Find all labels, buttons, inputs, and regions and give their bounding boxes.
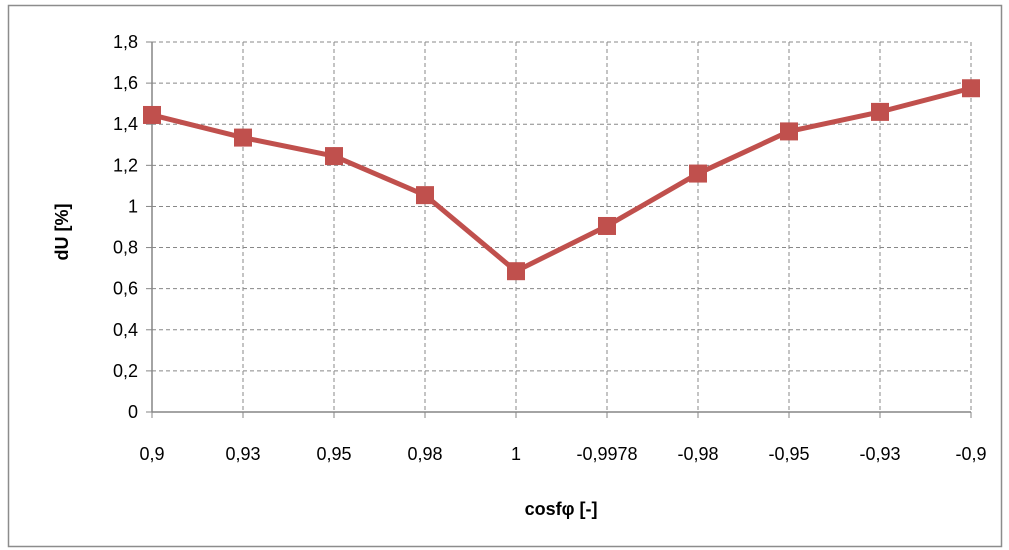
x-tick-label: 0,93 [225, 444, 260, 464]
x-tick-label: 0,95 [316, 444, 351, 464]
series-layer [143, 79, 980, 281]
x-tick-label: -0,98 [677, 444, 718, 464]
x-tick-label: -0,9 [955, 444, 986, 464]
y-tick-label: 1 [128, 196, 138, 216]
x-tick-label: 0,9 [139, 444, 164, 464]
data-point-marker [325, 147, 343, 166]
chart-frame [7, 4, 1003, 548]
axes [146, 41, 972, 418]
y-tick-label: 1,8 [113, 32, 138, 52]
data-point-marker [689, 164, 707, 183]
data-point-marker [416, 186, 434, 205]
data-point-marker [962, 79, 980, 98]
x-tick-label: -0,93 [859, 444, 900, 464]
x-tick-label: -0,95 [768, 444, 809, 464]
y-tick-label: 0,2 [113, 361, 138, 381]
y-tick-label: 0,6 [113, 279, 138, 299]
y-tick-label: 0,8 [113, 238, 138, 258]
y-axis-title: dU [%] [52, 204, 72, 261]
x-tick-labels: 0,9 0,93 0,95 0,98 1 -0,9978 -0,98 -0,95 -0,93 -0… [139, 444, 986, 464]
x-axis-title: cosfφ [-] [525, 499, 598, 519]
data-point-marker [143, 105, 161, 124]
data-point-marker [507, 262, 525, 281]
y-tick-label: 1,6 [113, 73, 138, 93]
y-tick-labels: 0 0,2 0,4 0,6 0,8 1 1,2 1,4 1,6 1,8 [113, 32, 138, 422]
x-tick-label: 0,98 [407, 444, 442, 464]
data-point-marker [871, 102, 889, 121]
x-tick-label: -0,9978 [576, 444, 637, 464]
y-tick-label: 0,4 [113, 320, 138, 340]
data-point-marker [598, 216, 616, 235]
y-tick-label: 0 [128, 402, 138, 422]
y-tick-label: 1,2 [113, 155, 138, 175]
x-tick-label: 1 [511, 444, 521, 464]
data-point-marker [780, 122, 798, 141]
grid [152, 41, 972, 412]
y-tick-label: 1,4 [113, 114, 138, 134]
data-point-marker [234, 128, 252, 147]
series-line [151, 85, 972, 274]
